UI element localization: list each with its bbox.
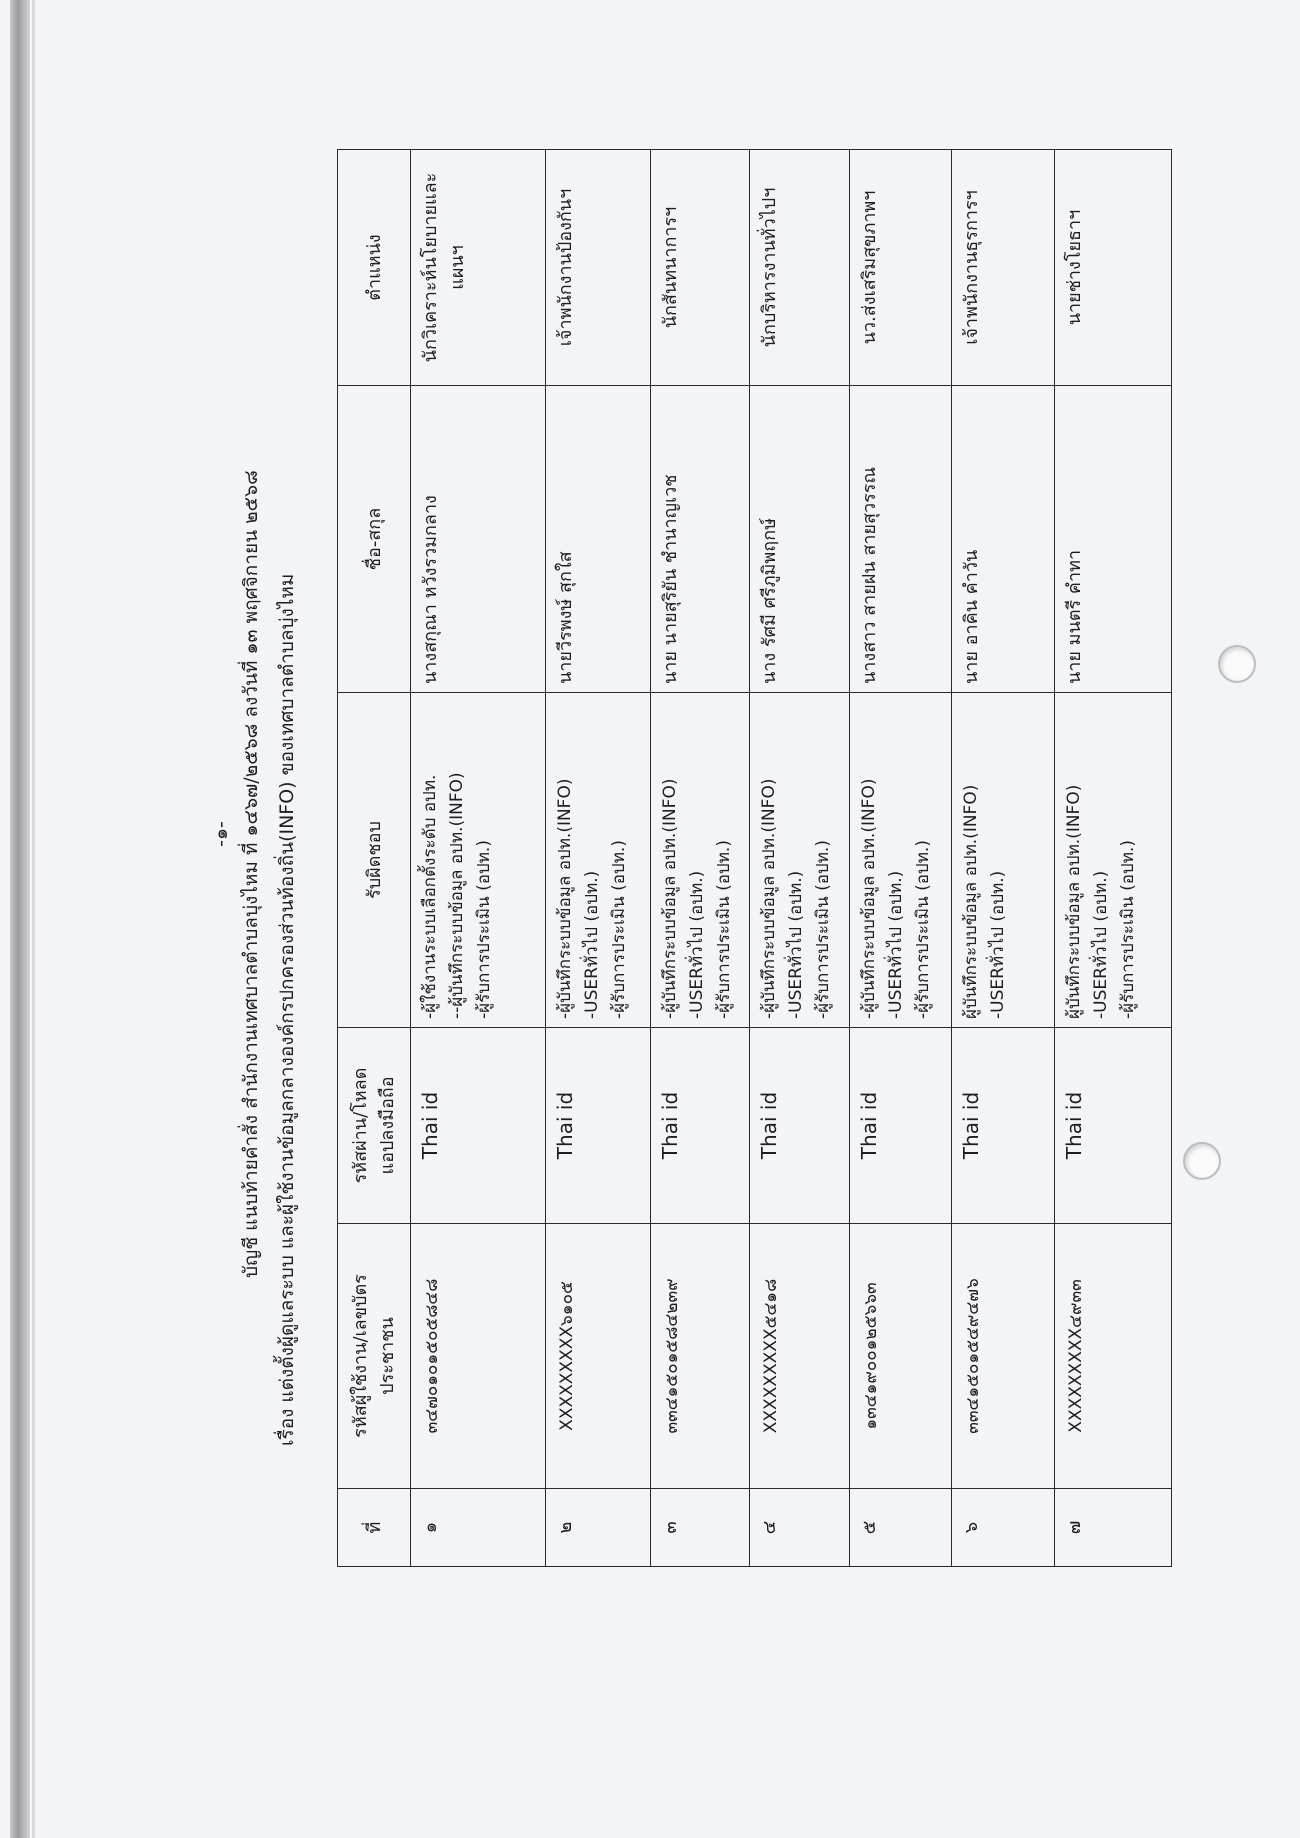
- responsibility-cell: -ผู้บันทึกระบบข้อมูล อปท.(INFO) -USERทั่ว…: [749, 692, 850, 1028]
- staff-table: ที่ รหัสผู้ใช้งาน/เลขบัตร ประชาชน รหัสผ่…: [337, 149, 1172, 1567]
- full-name: นาง รัศมี ศรีภูมิพฤกษ์: [749, 385, 850, 693]
- table-row: ๒ XXXXXXXXX๖๑๐๕ Thai id -ผู้บันทึกระบบข้อมู…: [545, 149, 651, 1567]
- user-id: ๓๓๔๑๕๐๑๕๔๙๔๗๖: [951, 1223, 1055, 1489]
- table-row: ๓๓๓๔๑๕๐๑๕๘๔๒๓๙ Thai id -ผู้บันทึกระบบข้อมู…: [650, 149, 750, 1567]
- responsibility-item: -ผู้รับการประเมิน (อปท.): [474, 840, 494, 1019]
- responsibility-cell: ผู้บันทึกระบบข้อมูล อปท.(INFO) -USERทั่วไ…: [1054, 692, 1172, 1028]
- full-name: นาย นายสุริยัน ชำนาญเวช: [650, 385, 750, 693]
- responsibility-item: -ผู้บันทึกระบบข้อมูล อปท.(INFO): [859, 778, 879, 1019]
- table-row: ๖๓๓๔๑๕๐๑๕๔๙๔๗๖ Thai id ผู้บันทึกระบบข้อมูล…: [951, 149, 1055, 1567]
- responsibility-item: -USERทั่วไป (อปท.): [886, 870, 906, 1019]
- position-text: นักบริหารงานทั่วไปฯ: [759, 187, 780, 348]
- position-text: นักสันทนาการฯ: [660, 206, 681, 329]
- page-number: -๑-: [210, 821, 232, 847]
- header-user-id-line1: รหัสผู้ใช้งาน/เลขบัตร: [350, 1274, 371, 1438]
- row-number: ๕: [849, 1488, 952, 1567]
- full-name: นางสาว สายฝน สายสุวรรณ: [849, 385, 952, 693]
- responsibility-item: -ผู้รับการประเมิน (อปท.): [609, 840, 629, 1019]
- responsibility-cell: ผู้บันทึกระบบข้อมูล อปท.(INFO) -USERทั่วไ…: [951, 692, 1055, 1028]
- user-id: ๓๓๔๑๕๐๑๕๘๔๒๓๙: [650, 1223, 750, 1489]
- position-cell: นว.ส่งเสริมสุขภาพฯ: [849, 149, 952, 386]
- responsibility-item: ผู้บันทึกระบบข้อมูล อปท.(INFO): [961, 784, 981, 1019]
- position-text: นายช่างโยธาฯ: [1064, 209, 1085, 326]
- responsibility-item: -ผู้รับการประเมิน (อปท.): [813, 840, 833, 1019]
- row-number: ๖: [951, 1488, 1055, 1567]
- user-id: XXXXXXXXX๖๑๐๕: [545, 1223, 651, 1489]
- position-cell: เจ้าพนักงานป้องกันฯ: [545, 149, 651, 386]
- responsibility-cell: -ผู้บันทึกระบบข้อมูล อปท.(INFO) -USERทั่ว…: [849, 692, 952, 1028]
- position-text: นว.ส่งเสริมสุขภาพฯ: [859, 190, 880, 345]
- header-name: ชื่อ-สกุล: [337, 385, 411, 693]
- position-text: แผนฯ: [447, 245, 468, 290]
- password-method: Thai id: [951, 1027, 1055, 1224]
- header-user-id: รหัสผู้ใช้งาน/เลขบัตร ประชาชน: [337, 1223, 411, 1489]
- responsibility-item: -ผู้บันทึกระบบข้อมูล อปท.(INFO): [660, 778, 680, 1019]
- position-cell: นายช่างโยธาฯ: [1054, 149, 1172, 386]
- password-method: Thai id: [1054, 1027, 1172, 1224]
- row-number: ๗: [1054, 1488, 1172, 1567]
- punch-hole: [1218, 645, 1256, 683]
- scanner-edge-line: [32, 0, 35, 1838]
- password-method: Thai id: [849, 1027, 952, 1224]
- full-name: นาย มนตรี คำทา: [1054, 385, 1172, 693]
- position-cell: นักสันทนาการฯ: [650, 149, 750, 386]
- responsibility-item: -USERทั่วไป (อปท.): [786, 870, 806, 1019]
- position-cell: เจ้าพนักงานธุรการฯ: [951, 149, 1055, 386]
- password-method: Thai id: [545, 1027, 651, 1224]
- responsibility-item: -USERทั่วไป (อปท.): [582, 870, 602, 1019]
- position-text: เจ้าพนักงานป้องกันฯ: [555, 188, 576, 347]
- full-name: นายวีรพงษ์ สุกใส: [545, 385, 651, 693]
- user-id: XXXXXXXXX๕๔๑๘: [749, 1223, 850, 1489]
- header-position: ตำแหน่ง: [337, 149, 411, 386]
- table-row: ๑๓๔๗๐๑๐๑๕๐๕๘๔๘ Thai id -ผู้ใช้งานระบบเลือก…: [410, 149, 546, 1567]
- user-id: ๓๔๗๐๑๐๑๕๐๕๘๔๘: [410, 1223, 546, 1489]
- responsibility-item: -ผู้รับการประเมิน (อปท.): [913, 840, 933, 1019]
- responsibility-item: -ผู้รับการประเมิน (อปท.): [714, 840, 734, 1019]
- document-subject: เรื่อง แต่งตั้งผู้ดูแลระบบ และผู้ใช้งานข…: [276, 573, 298, 1446]
- header-user-id-line2: ประชาชน: [377, 1317, 398, 1395]
- position-text: นักวิเคราะห์นโยบายและ: [420, 172, 441, 363]
- punch-hole: [1183, 1142, 1221, 1180]
- password-method: Thai id: [749, 1027, 850, 1224]
- table-row: ๔ XXXXXXXXX๕๔๑๘ Thai id -ผู้บันทึกระบบข้อมู…: [749, 149, 850, 1567]
- responsibility-item: -USERทั่วไป (อปท.): [1091, 870, 1111, 1019]
- responsibility-item: -USERทั่วไป (อปท.): [988, 870, 1008, 1019]
- table-header-row: ที่ รหัสผู้ใช้งาน/เลขบัตร ประชาชน รหัสผ่…: [337, 149, 411, 1567]
- position-text: เจ้าพนักงานธุรการฯ: [961, 190, 982, 345]
- header-responsibility: รับผิดชอบ: [337, 692, 411, 1028]
- responsibility-item: ผู้บันทึกระบบข้อมูล อปท.(INFO): [1064, 784, 1084, 1019]
- row-number: ๑: [410, 1488, 546, 1567]
- position-cell: นักบริหารงานทั่วไปฯ: [749, 149, 850, 386]
- responsibility-item: -ผู้บันทึกระบบข้อมูล อปท.(INFO): [759, 778, 779, 1019]
- responsibility-item: -USERทั่วไป (อปท.): [687, 870, 707, 1019]
- password-method: Thai id: [650, 1027, 750, 1224]
- full-name: นาย อาคิน คำวัน: [951, 385, 1055, 693]
- header-password-line1: รหัสผ่าน/โหลด: [350, 1067, 371, 1184]
- password-method: Thai id: [410, 1027, 546, 1224]
- header-no: ที่: [337, 1488, 411, 1567]
- scanner-edge: [10, 0, 30, 1838]
- row-number: ๓: [650, 1488, 750, 1567]
- responsibility-item: -ผู้บันทึกระบบข้อมูล อปท.(INFO): [555, 778, 575, 1019]
- responsibility-item: -ผู้ใช้งานระบบเลือกตั้งระดับ อปท.: [420, 774, 440, 1019]
- table-row: ๕๑๓๔๑๙๐๐๑๒๕๖๖๓ Thai id -ผู้บันทึกระบบข้อมู…: [849, 149, 952, 1567]
- header-password: รหัสผ่าน/โหลด แอปลงมือถือ: [337, 1027, 411, 1224]
- position-cell: นักวิเคราะห์นโยบายและ แผนฯ: [410, 149, 546, 386]
- row-number: ๔: [749, 1488, 850, 1567]
- responsibility-cell: -ผู้บันทึกระบบข้อมูล อปท.(INFO) -USERทั่ว…: [545, 692, 651, 1028]
- user-id: ๑๓๔๑๙๐๐๑๒๕๖๖๓: [849, 1223, 952, 1489]
- full-name: นางสกุณา หวังรวมกลาง: [410, 385, 546, 693]
- user-id: XXXXXXXXX๔๙๓๓: [1054, 1223, 1172, 1489]
- responsibility-item: --ผู้บันทึกระบบข้อมูล อปท.(INFO): [447, 772, 467, 1019]
- responsibility-cell: -ผู้บันทึกระบบข้อมูล อปท.(INFO) -USERทั่ว…: [650, 692, 750, 1028]
- document-title: บัญชี แนบท้ายคำสั่ง สำนักงานเทศบาลตำบลบุ…: [240, 470, 262, 1278]
- header-password-line2: แอปลงมือถือ: [377, 1076, 398, 1175]
- responsibility-item: -ผู้รับการประเมิน (อปท.): [1118, 840, 1138, 1019]
- row-number: ๒: [545, 1488, 651, 1567]
- table-row: ๗ XXXXXXXXX๔๙๓๓ Thai id ผู้บันทึกระบบข้อมูล…: [1054, 149, 1172, 1567]
- responsibility-cell: -ผู้ใช้งานระบบเลือกตั้งระดับ อปท. --ผู้บั…: [410, 692, 546, 1028]
